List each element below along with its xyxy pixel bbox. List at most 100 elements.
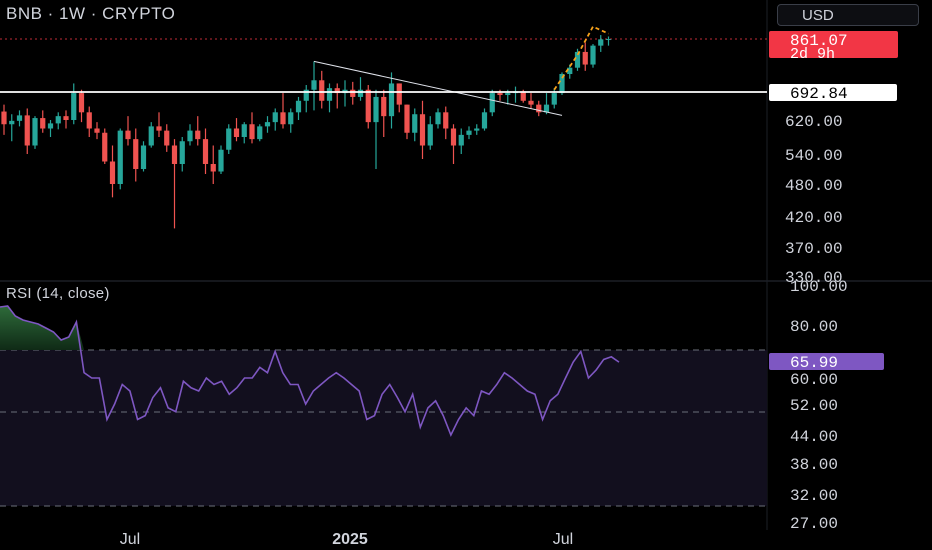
candle-body bbox=[450, 128, 457, 146]
price-axis-label: 330.00 bbox=[785, 269, 843, 287]
candle-body bbox=[381, 96, 387, 117]
candle-body bbox=[350, 89, 356, 97]
candle-body bbox=[605, 39, 612, 41]
candle-body bbox=[148, 126, 154, 146]
price-axis-label: 540.00 bbox=[785, 147, 843, 165]
rsi-overbought-fill bbox=[0, 306, 85, 350]
time-axis-label: Jul bbox=[120, 531, 140, 548]
candle-body bbox=[481, 112, 488, 129]
rsi-axis-label: 27.00 bbox=[790, 515, 838, 533]
candle-body bbox=[210, 164, 216, 172]
candle-body bbox=[47, 123, 54, 129]
rsi-indicator-title[interactable]: RSI (14, close) bbox=[6, 285, 110, 302]
candle-body bbox=[63, 116, 69, 120]
candle-body bbox=[40, 118, 46, 129]
last-price-label: 861.07 bbox=[790, 32, 848, 50]
candle-body bbox=[264, 122, 271, 127]
candle-body bbox=[272, 112, 278, 123]
candle-body bbox=[520, 91, 526, 101]
candle-body bbox=[233, 128, 240, 137]
rsi-pane[interactable] bbox=[0, 305, 767, 507]
candle-body bbox=[326, 88, 333, 101]
candle-body bbox=[567, 67, 573, 74]
price-axis-label: 620.00 bbox=[785, 113, 843, 131]
candle-body bbox=[295, 100, 302, 113]
candle-body bbox=[164, 130, 170, 146]
candle-body bbox=[109, 161, 116, 184]
candle-body bbox=[55, 116, 61, 124]
trendline bbox=[313, 60, 563, 116]
candle-body bbox=[435, 112, 441, 125]
candle-body bbox=[373, 96, 379, 123]
time-axis-label: 2025 bbox=[332, 531, 368, 548]
rsi-axis-label: 38.00 bbox=[790, 456, 838, 474]
candle-body bbox=[505, 93, 511, 96]
price-axis-label: 420.00 bbox=[785, 209, 843, 227]
candle-body bbox=[590, 45, 596, 65]
candle-body bbox=[156, 126, 162, 131]
candle-body bbox=[303, 89, 309, 101]
rsi-axis[interactable]: 100.00 80.00 60.00 52.00 44.00 38.00 32.00 27.0… bbox=[769, 278, 884, 533]
time-axis[interactable]: Jul 2025 Jul bbox=[120, 531, 573, 548]
level-badge bbox=[769, 84, 897, 101]
candle-body bbox=[365, 89, 371, 123]
candle-body bbox=[202, 139, 209, 164]
price-axis-label: 370.00 bbox=[785, 240, 843, 258]
rsi-axis-label: 80.00 bbox=[790, 318, 838, 336]
candle-body bbox=[117, 130, 123, 184]
candle-body bbox=[171, 145, 178, 164]
rsi-value-badge bbox=[769, 353, 884, 370]
candle-body bbox=[125, 130, 131, 140]
candle-body bbox=[187, 130, 193, 142]
candle-body bbox=[78, 93, 85, 113]
currency-selector[interactable]: USD bbox=[777, 4, 919, 26]
rsi-band-background bbox=[0, 350, 767, 506]
candle-body bbox=[458, 134, 464, 146]
candle-body bbox=[489, 93, 495, 113]
candle-body bbox=[226, 128, 232, 150]
candle-body bbox=[582, 51, 588, 65]
candle-body bbox=[24, 115, 30, 146]
candle-body bbox=[404, 104, 410, 133]
rsi-axis-label: 60.00 bbox=[790, 371, 838, 389]
candle-body bbox=[528, 100, 534, 105]
candle-body bbox=[598, 39, 604, 46]
price-axis[interactable]: 620.00 540.00 480.00 420.00 370.00 330.00 692.… bbox=[769, 31, 898, 287]
candle-body bbox=[179, 141, 185, 164]
candle-body bbox=[474, 128, 480, 131]
candle-body bbox=[218, 149, 224, 172]
candle-body bbox=[288, 112, 294, 125]
candle-body bbox=[257, 126, 263, 140]
candle-body bbox=[140, 145, 147, 169]
candle-body bbox=[334, 88, 340, 94]
candle-body bbox=[536, 104, 542, 113]
time-axis-label: Jul bbox=[553, 531, 573, 548]
candle-body bbox=[94, 128, 100, 133]
rsi-axis-label: 52.00 bbox=[790, 397, 838, 415]
projection-path bbox=[553, 25, 609, 91]
candle-body bbox=[86, 112, 92, 129]
candle-body bbox=[195, 130, 201, 140]
candle-body bbox=[497, 93, 503, 96]
candle-body bbox=[357, 89, 364, 97]
candle-body bbox=[9, 120, 15, 125]
candle-body bbox=[574, 51, 581, 68]
candle-body bbox=[543, 104, 550, 113]
rsi-axis-label: 44.00 bbox=[790, 428, 838, 446]
candle-body bbox=[71, 93, 77, 120]
candle-body bbox=[1, 111, 7, 125]
candle-body bbox=[133, 139, 139, 169]
candle-body bbox=[32, 118, 38, 146]
candle-body bbox=[396, 83, 402, 105]
candle-body bbox=[388, 83, 395, 117]
candle-body bbox=[466, 130, 472, 135]
price-axis-label: 480.00 bbox=[785, 177, 843, 195]
candle-body bbox=[311, 80, 317, 90]
price-pane[interactable] bbox=[0, 0, 932, 530]
last-price-badge bbox=[769, 31, 898, 58]
candle-body bbox=[412, 114, 418, 133]
candle-body bbox=[280, 112, 286, 125]
candle-body bbox=[419, 114, 426, 146]
rsi-axis-label: 100.00 bbox=[790, 278, 848, 296]
